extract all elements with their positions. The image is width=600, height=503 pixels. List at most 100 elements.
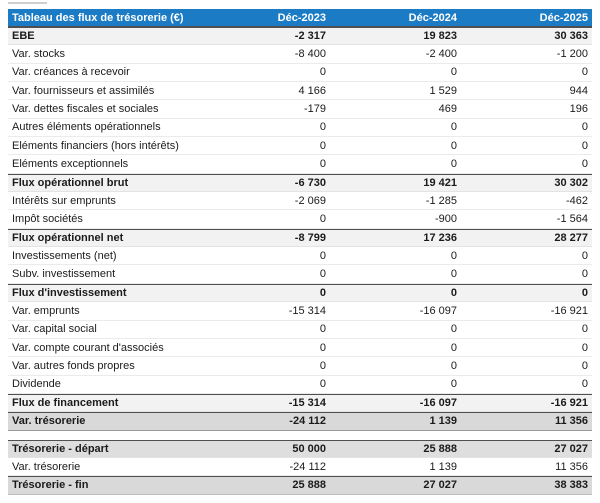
- row-value: 28 277: [554, 231, 588, 244]
- row-value: 0: [319, 286, 326, 299]
- row-label: Subv. investissement: [12, 268, 116, 281]
- row-value: 0: [319, 139, 326, 152]
- row-value: 0: [450, 341, 457, 354]
- row-value: 27 027: [554, 442, 588, 455]
- table-row: Flux de financement -15 314 -16 097 -16 921: [8, 393, 592, 413]
- row-value: -1 564: [556, 213, 588, 226]
- row-value: 0: [319, 121, 326, 134]
- table-row: Var. trésorerie -24 112 1 139 11 356: [8, 457, 592, 477]
- table-row: Autres éléments opérationnels 0 0 0: [8, 118, 592, 138]
- table-title: Tableau des flux de trésorerie (€): [12, 11, 184, 24]
- row-value: 0: [581, 268, 588, 281]
- row-value: 0: [319, 359, 326, 372]
- table-row: Subv. investissement 0 0 0: [8, 265, 592, 284]
- row-value: 0: [319, 268, 326, 281]
- row-value: -1 285: [425, 194, 457, 207]
- row-label: Flux d'investissement: [12, 286, 127, 299]
- row-value: 0: [581, 66, 588, 79]
- row-label: Var. autres fonds propres: [12, 359, 135, 372]
- row-label: Var. stocks: [12, 48, 65, 61]
- table-row: Trésorerie - départ 50 000 25 888 27 027: [8, 439, 592, 458]
- row-value: 0: [319, 323, 326, 336]
- row-label: Var. capital social: [12, 323, 97, 336]
- table-row: Var. compte courant d'associés 0 0 0: [8, 338, 592, 358]
- table-row: Impôt sociétés 0 -900 -1 564: [8, 210, 592, 229]
- table-header-row: Tableau des flux de trésorerie (€) Déc-2…: [8, 9, 592, 27]
- row-label: Trésorerie - départ: [12, 442, 109, 455]
- row-value: 944: [569, 84, 588, 97]
- row-value: -2 317: [294, 30, 326, 43]
- cash-flow-table: Tableau des flux de trésorerie (€) Déc-2…: [8, 9, 592, 495]
- row-value: 17 236: [423, 231, 457, 244]
- row-value: -2 400: [425, 48, 457, 61]
- row-label: Flux opérationnel brut: [12, 176, 129, 189]
- table-row: Var. emprunts -15 314 -16 097 -16 921: [8, 302, 592, 321]
- row-value: 1 529: [429, 84, 457, 97]
- column-header-dec-2023: Déc-2023: [277, 11, 326, 24]
- row-value: 11 356: [554, 415, 588, 428]
- row-value: -16 097: [419, 397, 457, 410]
- row-value: 19 823: [423, 30, 457, 43]
- row-value: 0: [319, 66, 326, 79]
- row-value: 0: [319, 378, 326, 391]
- table-row: Dividende 0 0 0: [8, 375, 592, 394]
- row-value: 27 027: [423, 479, 457, 492]
- row-value: 0: [581, 359, 588, 372]
- table-row: Trésorerie - fin 25 888 27 027 38 383: [8, 476, 592, 495]
- row-value: -179: [303, 103, 326, 116]
- row-value: -8 799: [294, 231, 326, 244]
- row-value: 19 421: [423, 176, 457, 189]
- row-value: 0: [450, 268, 457, 281]
- row-value: 0: [450, 158, 457, 171]
- table-row: Flux opérationnel net -8 799 17 236 28 277: [8, 228, 592, 248]
- row-value: 0: [581, 249, 588, 262]
- row-value: -6 730: [294, 176, 326, 189]
- table-row: Var. stocks -8 400 -2 400 -1 200: [8, 45, 592, 64]
- row-label: Investissements (net): [12, 249, 117, 262]
- row-value: 30 302: [554, 176, 588, 189]
- row-value: 0: [319, 158, 326, 171]
- row-value: 0: [581, 378, 588, 391]
- row-label: Trésorerie - fin: [12, 479, 89, 492]
- row-label: Flux opérationnel net: [12, 231, 124, 244]
- row-value: 0: [581, 139, 588, 152]
- row-value: 0: [450, 139, 457, 152]
- row-value: 1 139: [429, 460, 457, 473]
- row-value: 0: [450, 378, 457, 391]
- row-value: -8 400: [294, 48, 326, 61]
- row-value: -15 314: [288, 304, 326, 317]
- row-label: Intérêts sur emprunts: [12, 194, 116, 207]
- row-value: 38 383: [554, 479, 588, 492]
- row-value: -24 112: [289, 460, 327, 473]
- row-value: -16 921: [550, 304, 588, 317]
- row-value: 0: [319, 213, 326, 226]
- table-row: Var. trésorerie -24 112 1 139 11 356: [8, 412, 592, 431]
- table-row: Flux d'investissement 0 0 0: [8, 283, 592, 303]
- column-header-dec-2025: Déc-2025: [539, 11, 588, 24]
- table-row: Var. dettes fiscales et sociales -179 469 1…: [8, 100, 592, 119]
- row-value: 0: [450, 359, 457, 372]
- row-label: Var. dettes fiscales et sociales: [12, 103, 159, 116]
- row-value: 0: [450, 249, 457, 262]
- row-value: 0: [450, 323, 457, 336]
- row-value: 0: [319, 249, 326, 262]
- table-row: Flux opérationnel brut -6 730 19 421 30 302: [8, 173, 592, 193]
- row-value: 196: [569, 103, 588, 116]
- row-value: -462: [565, 194, 588, 207]
- row-value: 0: [581, 158, 588, 171]
- row-value: 25 888: [292, 479, 326, 492]
- table-row: Eléments financiers (hors intérêts) 0 0 0: [8, 137, 592, 156]
- table-row: Var. capital social 0 0 0: [8, 320, 592, 339]
- row-value: 30 363: [554, 30, 588, 43]
- row-label: EBE: [12, 30, 35, 43]
- row-label: Var. fournisseurs et assimilés: [12, 84, 155, 97]
- row-value: 0: [319, 341, 326, 354]
- table-row: Intérêts sur emprunts -2 069 -1 285 -462: [8, 192, 592, 211]
- row-value: -2 069: [294, 194, 326, 207]
- row-value: 469: [438, 103, 457, 116]
- row-label: Eléments financiers (hors intérêts): [12, 139, 179, 152]
- column-header-dec-2024: Déc-2024: [408, 11, 457, 24]
- row-label: Eléments exceptionnels: [12, 158, 129, 171]
- row-value: 50 000: [292, 442, 326, 455]
- row-value: 0: [450, 66, 457, 79]
